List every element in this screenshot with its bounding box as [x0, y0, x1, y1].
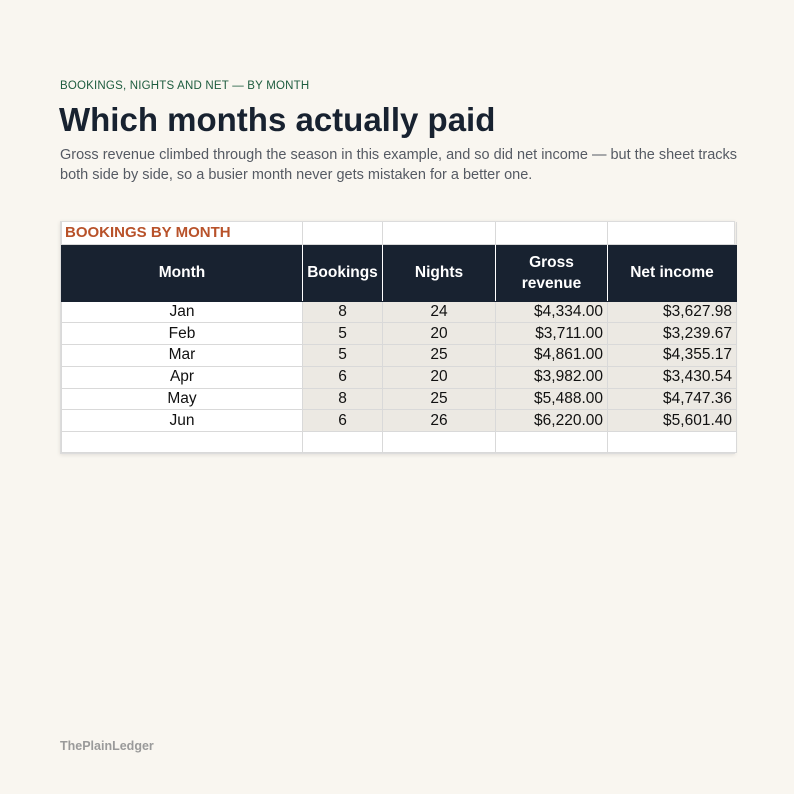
net-income-cell[interactable]: $5,601.40: [607, 409, 737, 433]
table-row: Feb 5 20 $3,711.00 $3,239.67: [61, 322, 737, 346]
table-row: Mar 5 25 $4,861.00 $4,355.17: [61, 344, 737, 367]
net-income-cell[interactable]: $4,355.17: [607, 344, 737, 367]
bookings-cell[interactable]: 6: [302, 409, 383, 433]
nights-cell[interactable]: 25: [382, 387, 496, 411]
bookings-cell[interactable]: 8: [302, 387, 383, 411]
column-header-gross-revenue[interactable]: Gross revenue: [495, 243, 608, 302]
eyebrow-label: BOOKINGS, NIGHTS AND NET — BY MONTH: [60, 80, 310, 92]
month-cell[interactable]: May: [61, 387, 303, 411]
empty-cell[interactable]: [382, 431, 496, 454]
net-income-cell[interactable]: $3,239.67: [607, 322, 737, 346]
brand-footer: ThePlainLedger: [60, 739, 154, 753]
gross-revenue-cell[interactable]: $3,982.00: [495, 365, 608, 389]
table-row: May 8 25 $5,488.00 $4,747.36: [61, 387, 737, 411]
nights-cell[interactable]: 20: [382, 322, 496, 346]
sheet-title-row: BOOKINGS BY MONTH: [61, 222, 737, 245]
column-header-net-income[interactable]: Net income: [607, 243, 737, 302]
empty-cell[interactable]: [607, 222, 737, 245]
net-income-cell[interactable]: $4,747.36: [607, 387, 737, 411]
nights-cell[interactable]: 20: [382, 365, 496, 389]
bookings-cell[interactable]: 5: [302, 322, 383, 346]
gross-revenue-cell[interactable]: $6,220.00: [495, 409, 608, 433]
table-row: Jun 6 26 $6,220.00 $5,601.40: [61, 409, 737, 433]
gross-revenue-cell[interactable]: $3,711.00: [495, 322, 608, 346]
column-header-bookings[interactable]: Bookings: [302, 243, 383, 302]
gross-revenue-cell[interactable]: $5,488.00: [495, 387, 608, 411]
empty-cell[interactable]: [61, 431, 303, 454]
gross-revenue-cell[interactable]: $4,861.00: [495, 344, 608, 367]
empty-cell[interactable]: [302, 222, 383, 245]
table-row: Jan 8 24 $4,334.00 $3,627.98: [61, 300, 737, 324]
month-cell[interactable]: Mar: [61, 344, 303, 367]
empty-cell[interactable]: [382, 222, 496, 245]
month-cell[interactable]: Feb: [61, 322, 303, 346]
page-title: Which months actually paid: [59, 101, 496, 138]
month-cell[interactable]: Jun: [61, 409, 303, 433]
bookings-cell[interactable]: 6: [302, 365, 383, 389]
month-cell[interactable]: Apr: [61, 365, 303, 389]
nights-cell[interactable]: 24: [382, 300, 496, 324]
nights-cell[interactable]: 25: [382, 344, 496, 367]
empty-cell[interactable]: [495, 222, 608, 245]
bookings-cell[interactable]: 5: [302, 344, 383, 367]
empty-cell[interactable]: [302, 431, 383, 454]
column-header-month[interactable]: Month: [61, 243, 303, 302]
spreadsheet: BOOKINGS BY MONTH Month Bookings Nights …: [60, 221, 737, 455]
empty-cell[interactable]: [495, 431, 608, 454]
net-income-cell[interactable]: $3,627.98: [607, 300, 737, 324]
empty-cell[interactable]: [607, 431, 737, 454]
bookings-cell[interactable]: 8: [302, 300, 383, 324]
bookings-table: BOOKINGS BY MONTH Month Bookings Nights …: [61, 222, 737, 454]
net-income-cell[interactable]: $3,430.54: [607, 365, 737, 389]
header-row: Month Bookings Nights Gross revenue Net …: [61, 243, 737, 302]
column-header-nights[interactable]: Nights: [382, 243, 496, 302]
nights-cell[interactable]: 26: [382, 409, 496, 433]
empty-row: [61, 431, 737, 454]
month-cell[interactable]: Jan: [61, 300, 303, 324]
page-subtitle: Gross revenue climbed through the season…: [60, 147, 738, 183]
gross-revenue-cell[interactable]: $4,334.00: [495, 300, 608, 324]
sheet-title[interactable]: BOOKINGS BY MONTH: [61, 222, 303, 245]
table-row: Apr 6 20 $3,982.00 $3,430.54: [61, 365, 737, 389]
